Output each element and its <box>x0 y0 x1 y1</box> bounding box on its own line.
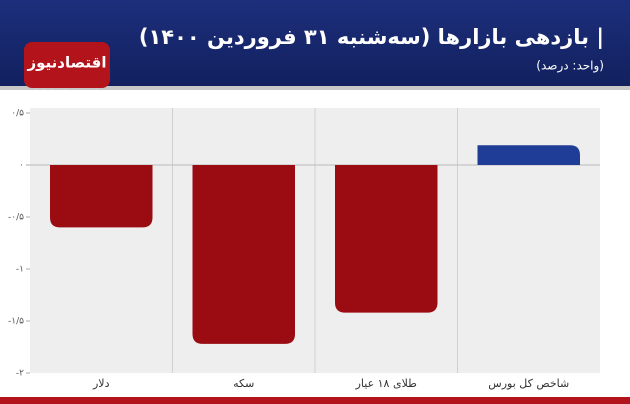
logo-text: اقتصادنیوز <box>27 54 107 72</box>
logo-box <box>24 42 110 88</box>
y-tick-label: -۰/۵ <box>8 213 24 223</box>
chart-title: | بازدهی بازارها (سه‌شنبه ۳۱ فروردین ۱۴۰… <box>139 25 604 50</box>
logo-tagline: سایت مرجع اقتصاد ایران <box>31 89 104 97</box>
y-tick-label: -۱ <box>16 265 24 275</box>
footer-stripe <box>0 397 630 404</box>
bar <box>335 165 438 313</box>
header-edge <box>0 86 630 90</box>
chart-subtitle: (واحد: درصد) <box>536 59 604 74</box>
x-tick-label: طلای ۱۸ عیار <box>355 377 418 390</box>
bar <box>50 165 153 228</box>
bar <box>192 165 295 344</box>
y-tick-label: ۰ <box>19 161 24 171</box>
x-tick-label: سکه <box>233 377 254 390</box>
y-tick-label: -۲ <box>16 369 24 379</box>
y-tick-label: ۰/۵ <box>11 109 24 119</box>
x-tick-label: دلار <box>92 377 110 390</box>
logo: اقتصادنیوز سایت مرجع اقتصاد ایران <box>24 42 110 97</box>
bar <box>477 145 580 165</box>
x-tick-label: شاخص کل بورس <box>488 377 569 390</box>
y-tick-label: -۱/۵ <box>8 317 24 327</box>
